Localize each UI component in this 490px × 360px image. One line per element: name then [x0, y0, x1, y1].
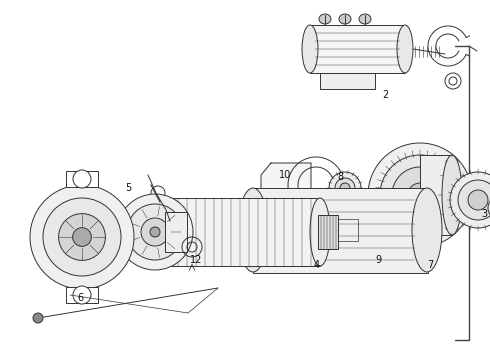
Bar — [66, 287, 98, 303]
Ellipse shape — [73, 286, 91, 304]
Ellipse shape — [238, 188, 268, 272]
Text: 9: 9 — [375, 255, 381, 265]
Ellipse shape — [340, 183, 350, 193]
Text: 3: 3 — [481, 209, 487, 219]
Ellipse shape — [450, 172, 490, 228]
Ellipse shape — [30, 185, 134, 289]
Ellipse shape — [150, 227, 160, 237]
Text: 12: 12 — [190, 255, 202, 265]
Bar — [318, 215, 338, 249]
Ellipse shape — [160, 198, 180, 266]
Bar — [156, 220, 170, 244]
Text: 5: 5 — [125, 183, 131, 193]
Ellipse shape — [127, 204, 183, 260]
Text: 8: 8 — [337, 172, 343, 182]
Ellipse shape — [408, 183, 432, 207]
Ellipse shape — [117, 194, 193, 270]
Bar — [420, 155, 452, 235]
Text: 6: 6 — [77, 293, 83, 303]
Bar — [310, 25, 405, 73]
Ellipse shape — [412, 188, 442, 272]
Ellipse shape — [458, 180, 490, 220]
Bar — [165, 212, 187, 252]
Ellipse shape — [43, 198, 121, 276]
Bar — [170, 198, 320, 266]
Ellipse shape — [73, 170, 91, 188]
Ellipse shape — [59, 213, 105, 260]
Bar — [253, 188, 428, 273]
Ellipse shape — [302, 25, 318, 73]
Ellipse shape — [397, 25, 413, 73]
Text: 10: 10 — [279, 170, 291, 180]
Text: 4: 4 — [314, 260, 320, 270]
Ellipse shape — [33, 313, 43, 323]
Ellipse shape — [310, 198, 330, 266]
Ellipse shape — [335, 178, 355, 198]
Ellipse shape — [141, 218, 169, 246]
Bar — [66, 171, 98, 187]
Ellipse shape — [368, 143, 472, 247]
Ellipse shape — [359, 14, 371, 24]
Text: 2: 2 — [382, 90, 388, 100]
Ellipse shape — [468, 190, 488, 210]
Ellipse shape — [339, 14, 351, 24]
Polygon shape — [261, 163, 311, 207]
Bar — [320, 73, 375, 89]
Ellipse shape — [380, 155, 460, 235]
Ellipse shape — [319, 14, 331, 24]
Ellipse shape — [329, 172, 361, 204]
Bar — [322, 219, 358, 241]
Text: 7: 7 — [427, 260, 433, 270]
Ellipse shape — [151, 220, 161, 244]
Ellipse shape — [73, 228, 91, 246]
Ellipse shape — [442, 155, 462, 235]
Ellipse shape — [392, 167, 448, 223]
